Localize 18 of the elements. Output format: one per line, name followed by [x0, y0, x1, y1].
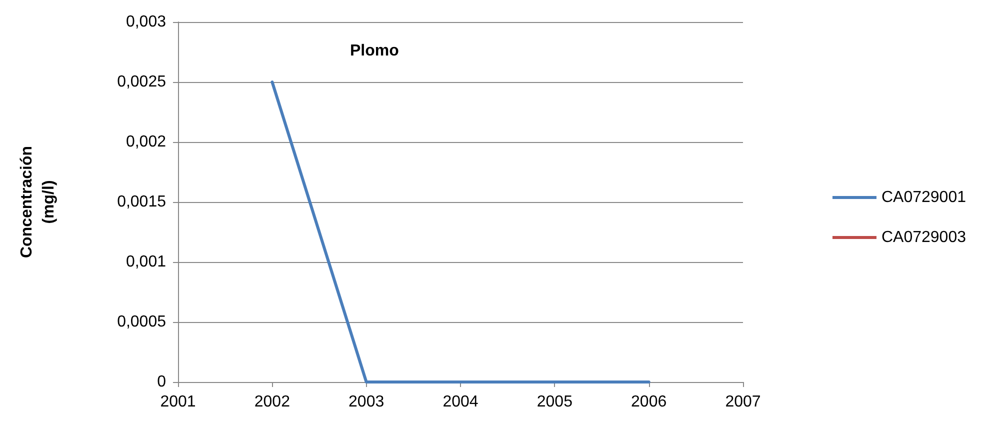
x-tick-label: 2005 [536, 394, 573, 410]
x-tick-label: 2007 [725, 394, 761, 410]
x-tick-label: 2003 [348, 394, 384, 410]
y-tick-label: 0 [157, 374, 166, 390]
y-tick-label: 0,003 [126, 14, 166, 30]
y-tick-label: 0,0025 [117, 74, 166, 90]
y-axis-title: Concentración (mg/l) [18, 146, 58, 258]
y-tick-label: 0,001 [126, 254, 166, 270]
y-tick-label: 0,002 [126, 134, 166, 150]
x-tick-label: 2001 [160, 394, 196, 410]
legend-label: CA0729003 [881, 229, 966, 246]
x-tick-label: 2002 [254, 394, 290, 410]
y-tick-label: 0,0005 [117, 314, 166, 330]
legend-label: CA0729001 [881, 189, 966, 206]
x-tick-label: 2004 [442, 394, 478, 410]
x-tick-label: 2006 [631, 394, 667, 410]
y-tick-label: 0,0015 [117, 194, 166, 210]
text: Plomo [350, 42, 400, 60]
